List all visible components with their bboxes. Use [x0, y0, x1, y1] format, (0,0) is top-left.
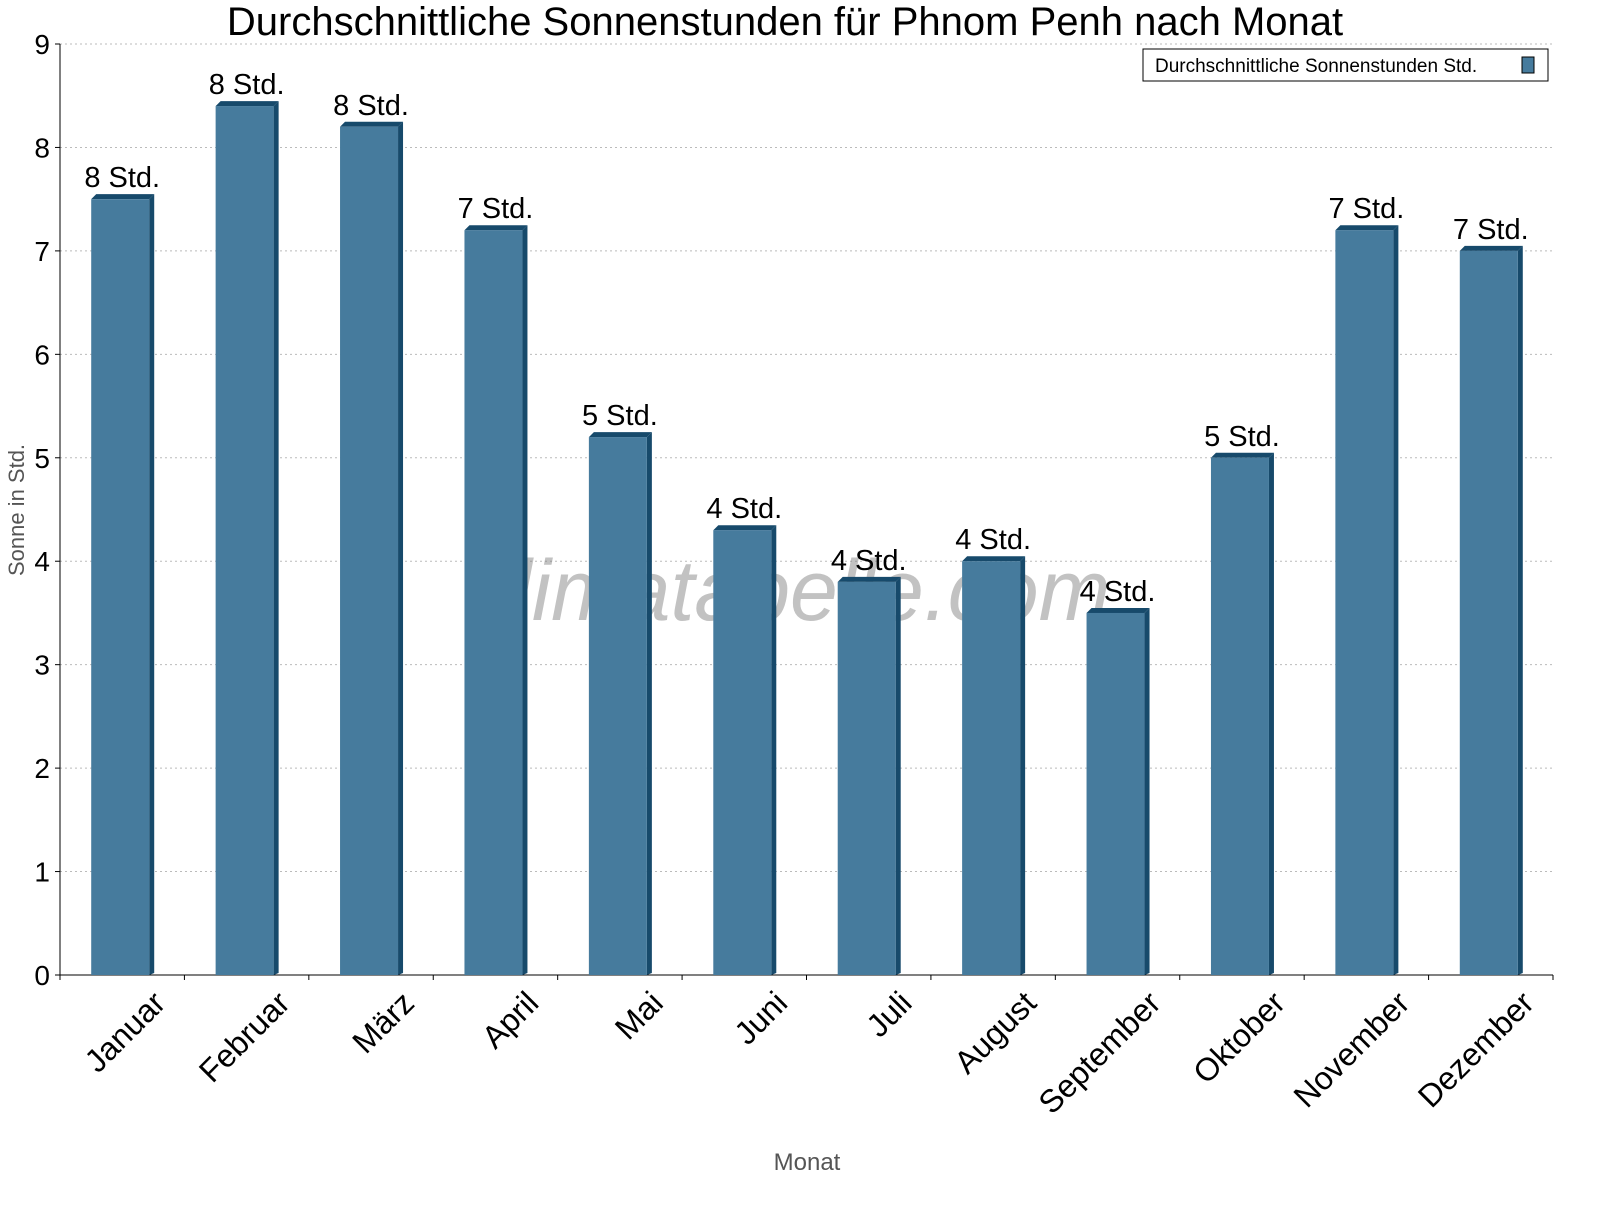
bar [588, 437, 647, 976]
bar-side [895, 576, 901, 975]
y-tick-label: 9 [34, 29, 50, 60]
y-tick-label: 8 [34, 132, 50, 163]
data-label: 7 Std. [458, 193, 534, 225]
bar-side [149, 194, 155, 975]
bar [1086, 612, 1145, 975]
y-tick-label: 1 [34, 857, 50, 888]
data-label: 8 Std. [209, 69, 285, 101]
bar-top [1210, 452, 1274, 458]
bar-side [1268, 452, 1274, 975]
bar-side [1393, 225, 1399, 975]
bar [1335, 230, 1394, 975]
legend-swatch [1521, 56, 1535, 74]
bar-side [522, 225, 528, 975]
chart-title: Durchschnittliche Sonnenstunden für Phno… [227, 0, 1343, 44]
data-label: 7 Std. [1328, 193, 1404, 225]
bar-top [91, 194, 155, 200]
x-tick-label: Mai [608, 984, 670, 1046]
bar-side [646, 432, 652, 976]
bar-side [771, 525, 777, 975]
bar [464, 230, 523, 975]
x-tick-label: Dezember [1411, 984, 1541, 1114]
bar-side [1020, 556, 1026, 975]
bar-top [215, 101, 279, 107]
y-tick-label: 0 [34, 960, 50, 991]
bar-top [962, 556, 1026, 562]
bar [962, 561, 1021, 975]
bar-top [1335, 225, 1399, 231]
data-label: 4 Std. [955, 524, 1031, 556]
bar [1210, 457, 1269, 975]
bar-top [713, 525, 777, 531]
y-tick-label: 2 [34, 753, 50, 784]
x-tick-label: November [1286, 984, 1416, 1114]
x-tick-label: August [947, 984, 1043, 1080]
bar [91, 199, 150, 975]
data-label: 5 Std. [1204, 421, 1280, 453]
x-tick-label: September [1031, 984, 1167, 1120]
y-tick-label: 6 [34, 339, 50, 370]
bar-side [1144, 607, 1150, 975]
bar [837, 581, 896, 975]
data-label: 7 Std. [1453, 214, 1529, 246]
legend [1142, 48, 1549, 82]
data-label: 8 Std. [333, 90, 409, 122]
y-tick-label: 7 [34, 236, 50, 267]
x-tick-label: Februar [192, 984, 297, 1089]
data-label: 5 Std. [582, 400, 658, 432]
x-tick-label: April [475, 984, 546, 1055]
bar-side [1517, 245, 1523, 975]
bar-top [464, 225, 528, 231]
bar-top [837, 576, 901, 582]
data-label: 8 Std. [84, 162, 160, 194]
bar [713, 530, 772, 975]
x-tick-label: Juni [727, 984, 794, 1051]
bar-top [588, 432, 652, 438]
legend-label: Durchschnittliche Sonnenstunden Std. [1155, 56, 1477, 77]
bar [340, 126, 399, 975]
bar-top [340, 121, 404, 127]
bar-side [273, 101, 279, 976]
y-tick-label: 4 [34, 546, 50, 577]
x-tick-label: März [345, 984, 421, 1060]
bar [1459, 250, 1518, 975]
bar [215, 106, 274, 976]
x-tick-label: Juli [859, 984, 918, 1043]
x-axis-title: Monat [774, 1149, 841, 1176]
bar-top [1459, 245, 1523, 251]
x-tick-label: Oktober [1186, 984, 1292, 1090]
bar-top [1086, 607, 1150, 613]
y-axis-title: Sonne in Std. [4, 444, 29, 576]
y-tick-label: 3 [34, 650, 50, 681]
x-tick-label: Januar [78, 984, 173, 1079]
data-label: 4 Std. [706, 493, 782, 525]
bar-side [398, 121, 404, 975]
data-label: 4 Std. [831, 545, 907, 577]
data-label: 4 Std. [1080, 576, 1156, 608]
y-tick-label: 5 [34, 443, 50, 474]
